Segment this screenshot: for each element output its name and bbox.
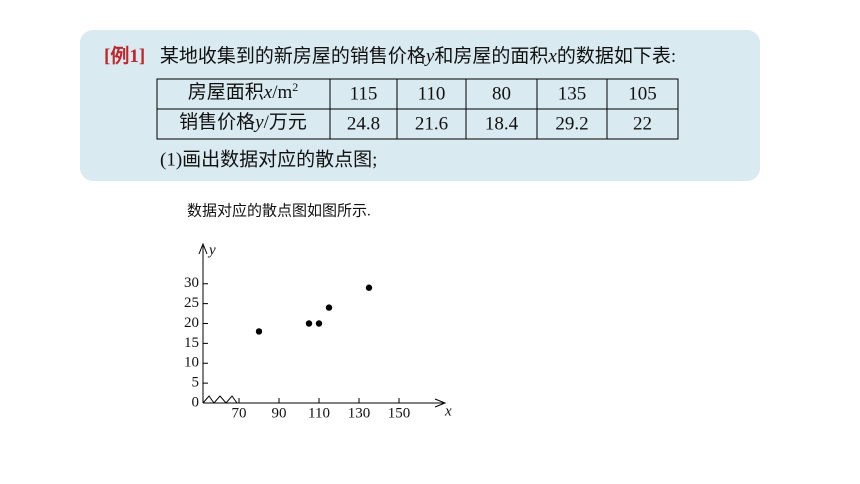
variable: y (424, 46, 435, 67)
cell-value: 18.4 (485, 113, 519, 134)
x-tick-label: 90 (272, 405, 287, 421)
table: 房屋面积x/m2 销售价格y/万元 115 110 80 135 105 24.8 21.6… (156, 78, 679, 140)
scatter-chart: x y 0 5 10 15 20 25 30 70 90 110 130 150 (184, 242, 452, 421)
row-header-text: 销售价格 (179, 111, 255, 133)
cell-value: 110 (418, 83, 446, 104)
y-tick-label: 15 (184, 335, 199, 351)
scatter-point (315, 320, 323, 327)
axis-break (202, 395, 238, 404)
x-tick-label: 70 (232, 405, 247, 421)
problem-label: [例1] (104, 44, 145, 67)
variable: y (253, 112, 264, 133)
x-tick-label: 110 (308, 405, 330, 421)
y-tick-label: 5 (192, 375, 200, 391)
cell-value: 29.2 (555, 113, 588, 134)
row-header-text: /万元 (264, 112, 307, 133)
row-header-text: /m (272, 82, 292, 103)
cell-value: 21.6 (415, 113, 448, 134)
x-axis (203, 398, 447, 408)
row-header-text: 房屋面积 (188, 81, 264, 103)
table-cell (606, 108, 679, 140)
cell-value: 22 (633, 113, 652, 134)
y-axis (198, 242, 208, 403)
answer: 数据对应的散点图如图所示. (187, 201, 371, 219)
cell-value: 24.8 (347, 113, 380, 134)
cell-value: 105 (628, 83, 657, 104)
y-tick-label: 20 (184, 315, 199, 331)
cell-value: 115 (350, 83, 378, 104)
cell-value: 135 (558, 83, 587, 104)
y-tick-label: 10 (184, 355, 199, 371)
y-axis-label: y (207, 242, 216, 258)
superscript: 2 (292, 80, 298, 94)
variable: x (547, 46, 557, 67)
cell-value: 80 (492, 83, 511, 104)
x-axis-label: x (444, 403, 452, 419)
problem-text: 和房屋的面积 (434, 45, 548, 67)
question: (1)画出数据对应的散点图; (160, 148, 377, 170)
y-tick-label: 30 (184, 275, 199, 291)
row-header: 销售价格y/万元 (179, 111, 307, 133)
scatter-point (305, 320, 313, 327)
scatter-point (325, 304, 333, 311)
y-tick-label: 25 (184, 295, 199, 311)
y-tick-label: 0 (192, 394, 200, 410)
scatter-point (365, 284, 373, 291)
x-tick-label: 130 (348, 405, 371, 421)
scatter-point (255, 328, 263, 335)
problem-box (80, 30, 760, 181)
variable: x (263, 82, 273, 103)
x-tick-label: 150 (388, 405, 411, 421)
problem: [例1] 某地收集到的新房屋的销售价格y和房屋的面积x的数据如下表: (104, 44, 676, 67)
row-header: 房屋面积x/m2 (188, 80, 299, 104)
problem-text: 某地收集到的新房屋的销售价格 (160, 45, 426, 67)
problem-text: 的数据如下表: (557, 45, 676, 67)
